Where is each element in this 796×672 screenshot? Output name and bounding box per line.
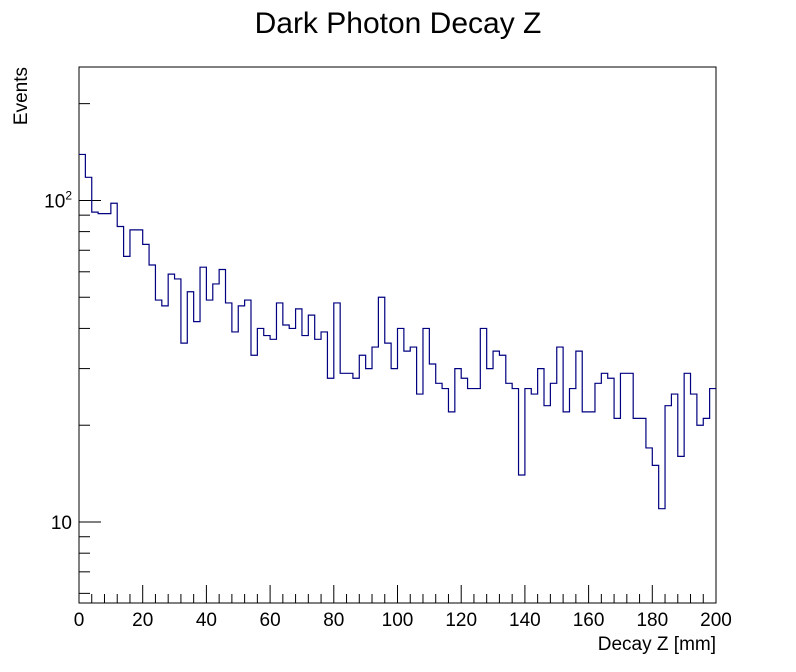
x-axis-label: Decay Z [mm] bbox=[598, 634, 716, 655]
y-tick-label: 102 bbox=[44, 188, 72, 212]
y-axis-tick-labels: 10 102 bbox=[44, 188, 72, 534]
x-axis-ticks bbox=[78, 585, 717, 603]
histogram-line bbox=[79, 153, 716, 510]
x-axis-tick-labels: 0 20 40 60 80 100 120 140 160 180 200 bbox=[74, 610, 732, 631]
x-tick-label: 40 bbox=[196, 610, 217, 631]
x-tick-label: 0 bbox=[74, 610, 85, 631]
y-axis-ticks bbox=[79, 103, 101, 594]
x-tick-label: 20 bbox=[132, 610, 153, 631]
y-axis-label: Events bbox=[11, 67, 32, 125]
x-tick-label: 120 bbox=[445, 610, 477, 631]
x-tick-label: 140 bbox=[509, 610, 541, 631]
chart-title: Dark Photon Decay Z bbox=[255, 7, 542, 40]
x-tick-label: 80 bbox=[323, 610, 344, 631]
x-tick-label: 60 bbox=[260, 610, 281, 631]
y-tick-label: 10 bbox=[51, 513, 72, 534]
x-tick-label: 200 bbox=[700, 610, 732, 631]
x-tick-label: 160 bbox=[573, 610, 605, 631]
x-tick-label: 100 bbox=[382, 610, 414, 631]
x-tick-label: 180 bbox=[636, 610, 668, 631]
